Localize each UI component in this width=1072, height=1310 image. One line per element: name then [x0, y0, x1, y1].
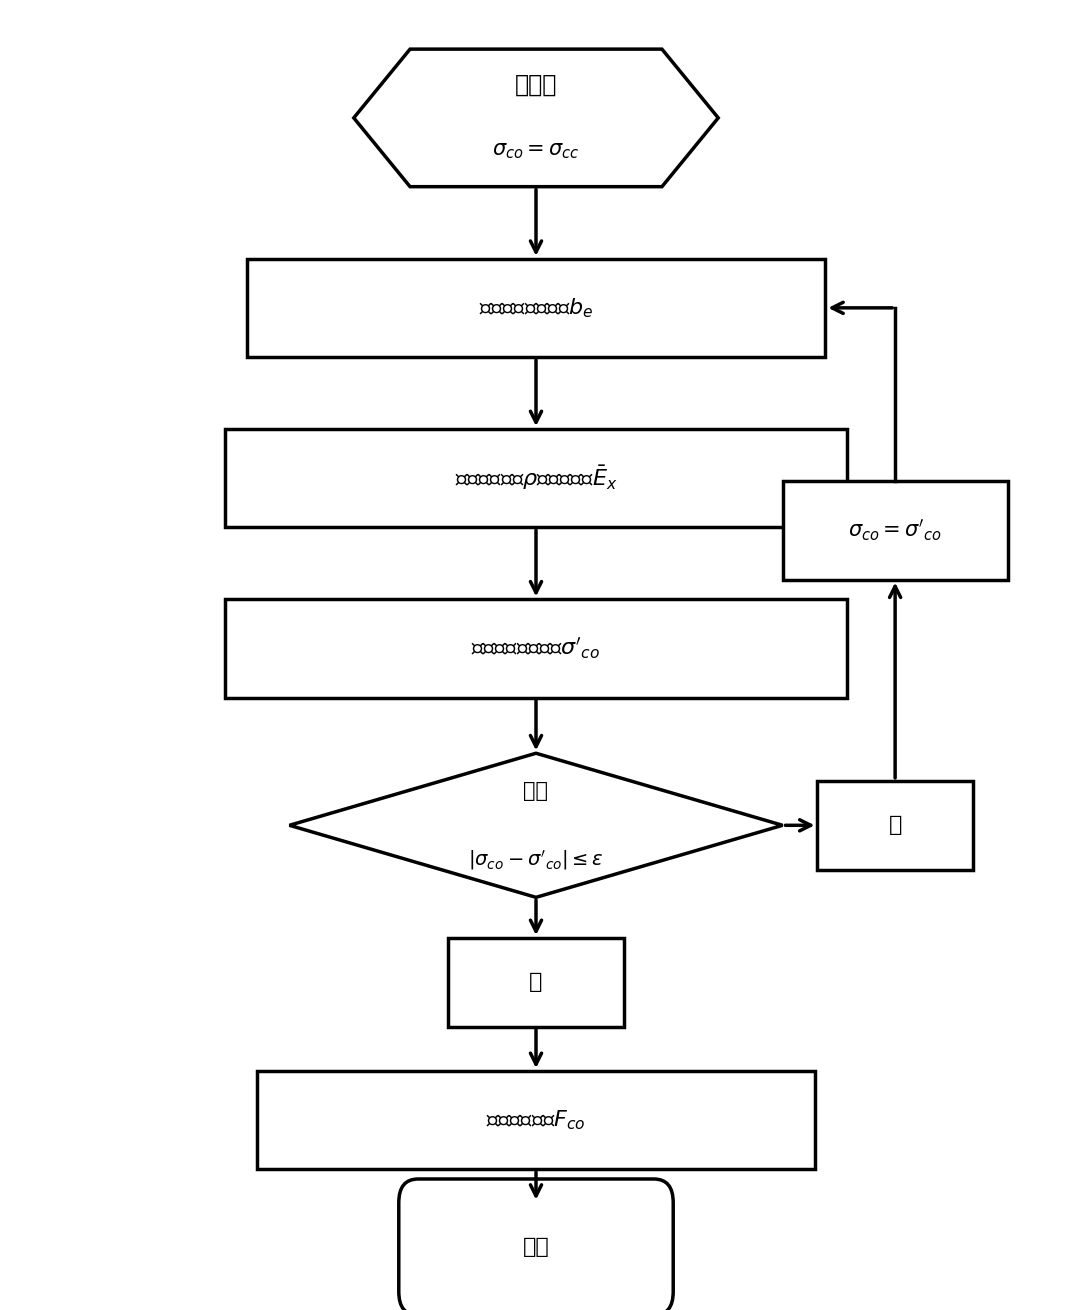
Text: 计算承载能力$F_{co}$: 计算承载能力$F_{co}$: [487, 1108, 585, 1132]
Text: $\sigma_{co} = \sigma'_{co}$: $\sigma_{co} = \sigma'_{co}$: [848, 517, 942, 544]
FancyBboxPatch shape: [448, 938, 624, 1027]
FancyBboxPatch shape: [247, 258, 825, 356]
FancyBboxPatch shape: [225, 600, 847, 697]
FancyBboxPatch shape: [257, 1072, 815, 1170]
Text: 计算蒙皮有效宽度$b_e$: 计算蒙皮有效宽度$b_e$: [479, 296, 593, 320]
Text: 是: 是: [530, 972, 542, 993]
Polygon shape: [354, 48, 718, 186]
Text: 否: 否: [889, 815, 902, 836]
Polygon shape: [289, 753, 783, 897]
FancyBboxPatch shape: [817, 781, 972, 870]
FancyBboxPatch shape: [225, 430, 847, 527]
FancyBboxPatch shape: [399, 1179, 673, 1310]
FancyBboxPatch shape: [783, 482, 1008, 579]
Text: 赋初值: 赋初值: [515, 73, 557, 97]
Text: 结束: 结束: [523, 1237, 549, 1258]
Text: 计算回转半径$\rho$和等效模量$\bar{E}_x$: 计算回转半径$\rho$和等效模量$\bar{E}_x$: [455, 464, 617, 493]
Text: 判断: 判断: [523, 781, 549, 800]
Text: $\sigma_{co} = \sigma_{cc}$: $\sigma_{co} = \sigma_{cc}$: [492, 141, 580, 161]
Text: 计算平均破坏应力$\sigma'_{co}$: 计算平均破坏应力$\sigma'_{co}$: [472, 635, 600, 662]
Text: $|\sigma_{co} - \sigma'_{co}| \leq \varepsilon$: $|\sigma_{co} - \sigma'_{co}| \leq \vare…: [468, 848, 604, 872]
